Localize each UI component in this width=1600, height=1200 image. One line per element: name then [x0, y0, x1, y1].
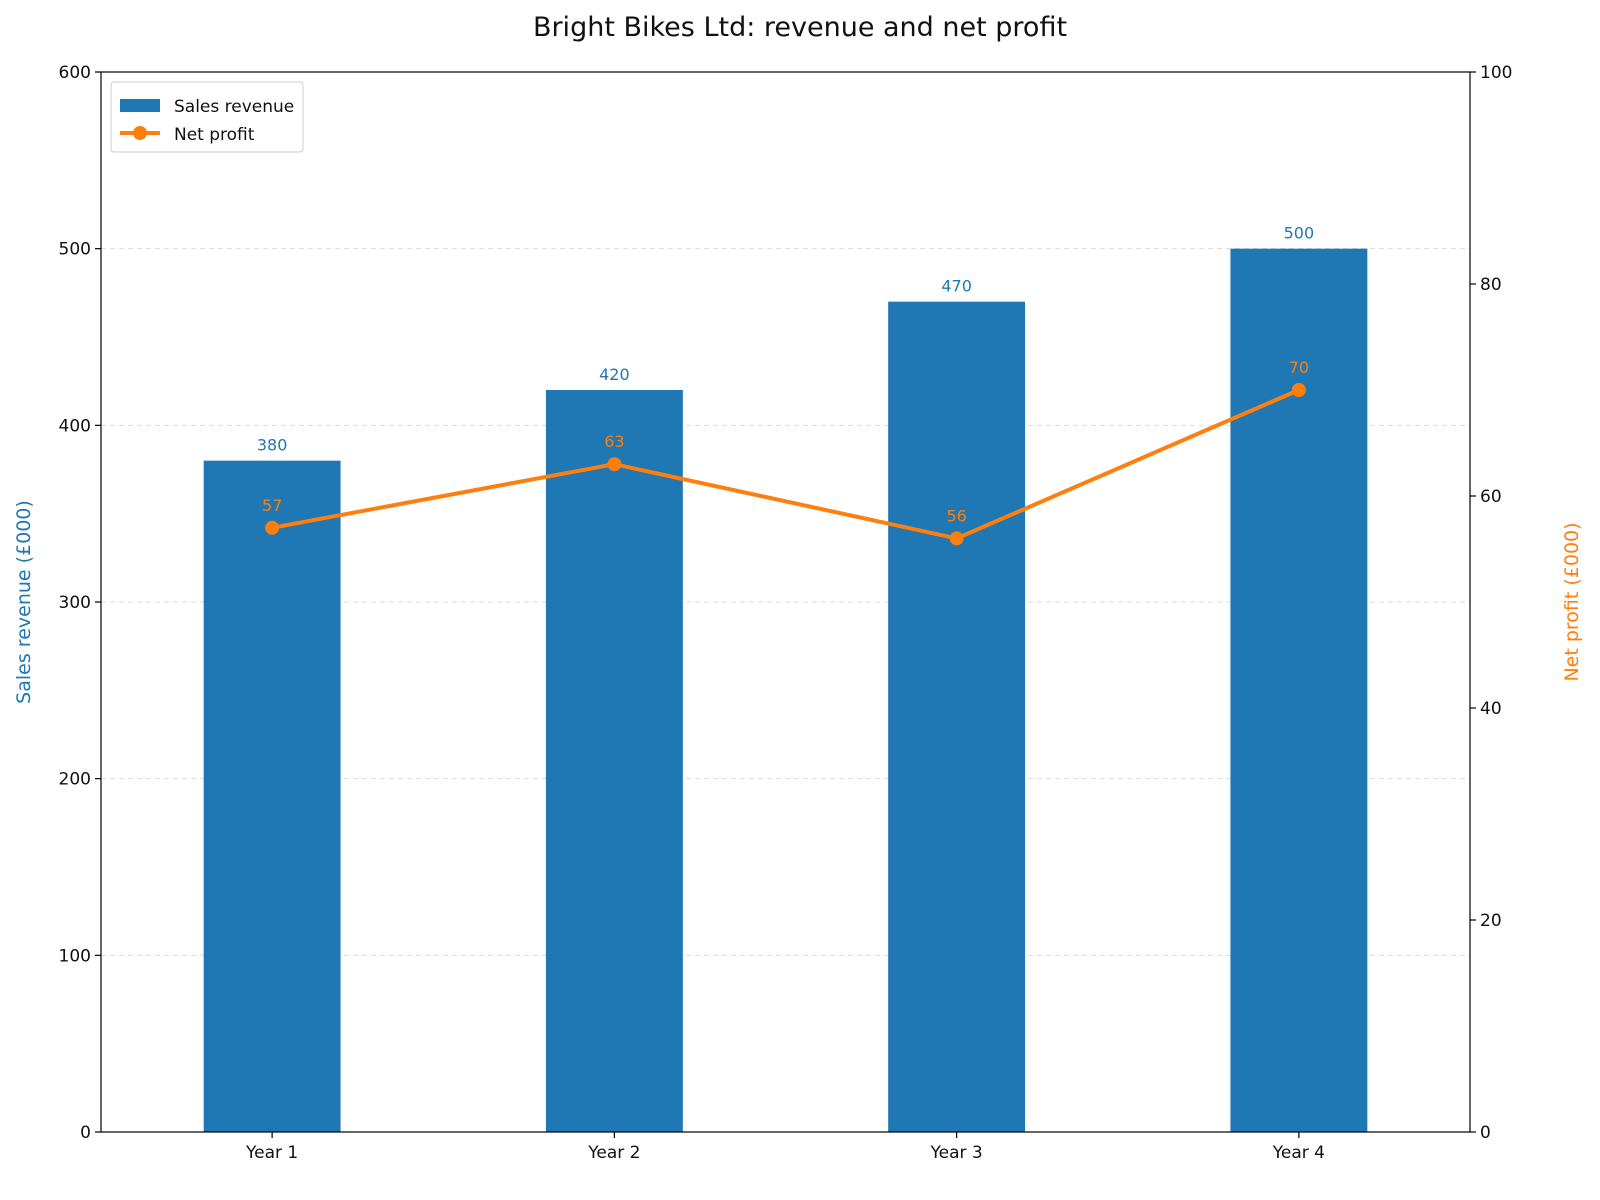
right-tick-label: 100 — [1480, 63, 1512, 83]
left-y-axis: 0 100 200 300 400 500 600 — [59, 63, 101, 1143]
left-tick-label: 500 — [59, 240, 91, 260]
right-y-axis: 0 20 40 60 80 100 — [1470, 63, 1512, 1143]
legend-label-sales-revenue: Sales revenue — [174, 97, 294, 117]
line-point — [949, 531, 964, 546]
line-point — [1291, 383, 1306, 397]
legend: Sales revenue Net profit — [110, 81, 304, 153]
legend-label-net-profit: Net profit — [174, 125, 255, 145]
right-tick-label: 80 — [1480, 275, 1502, 295]
left-tick-label: 100 — [59, 946, 91, 966]
bar — [888, 301, 1026, 1133]
x-tick-label: Year 3 — [930, 1143, 983, 1163]
right-axis-label: Net profit (£000) — [1561, 522, 1583, 681]
bar-data-label: 500 — [1284, 224, 1315, 243]
bar — [545, 390, 683, 1132]
bar-data-label: 380 — [257, 436, 288, 455]
line-data-label: 57 — [262, 496, 282, 515]
bar-data-labels: 380 420 470 500 — [257, 224, 1314, 455]
legend-line-marker — [133, 126, 147, 140]
bar-series — [203, 248, 1368, 1133]
line-point — [607, 457, 622, 472]
left-axis-label: Sales revenue (£000) — [13, 500, 35, 704]
right-tick-label: 40 — [1480, 699, 1502, 719]
legend-bar-swatch — [120, 99, 160, 112]
bar-data-label: 470 — [941, 277, 972, 296]
x-tick-label: Year 2 — [587, 1143, 640, 1163]
chart-title: Bright Bikes Ltd: revenue and net profit — [533, 12, 1067, 43]
line-data-label: 70 — [1289, 358, 1309, 377]
left-tick-label: 200 — [59, 770, 91, 790]
right-tick-label: 60 — [1480, 487, 1502, 507]
x-axis: Year 1 Year 2 Year 3 Year 4 — [245, 1132, 1325, 1163]
left-tick-label: 600 — [59, 63, 91, 83]
net-profit-line — [271, 388, 1300, 541]
bar-data-label: 420 — [599, 365, 630, 384]
left-tick-label: 400 — [59, 416, 91, 436]
right-tick-label: 20 — [1480, 911, 1502, 931]
x-tick-label: Year 4 — [1272, 1143, 1325, 1163]
right-tick-label: 0 — [1480, 1123, 1491, 1143]
bar — [203, 460, 341, 1133]
line-data-label: 63 — [604, 432, 624, 451]
line-data-labels: 57 63 56 70 — [262, 358, 1309, 525]
left-tick-label: 0 — [80, 1123, 91, 1143]
line-point — [265, 520, 280, 535]
line-data-label: 56 — [946, 506, 966, 525]
line-series — [265, 383, 1306, 546]
left-tick-label: 300 — [59, 593, 91, 613]
x-tick-label: Year 1 — [245, 1143, 298, 1163]
bar — [1230, 248, 1368, 1132]
